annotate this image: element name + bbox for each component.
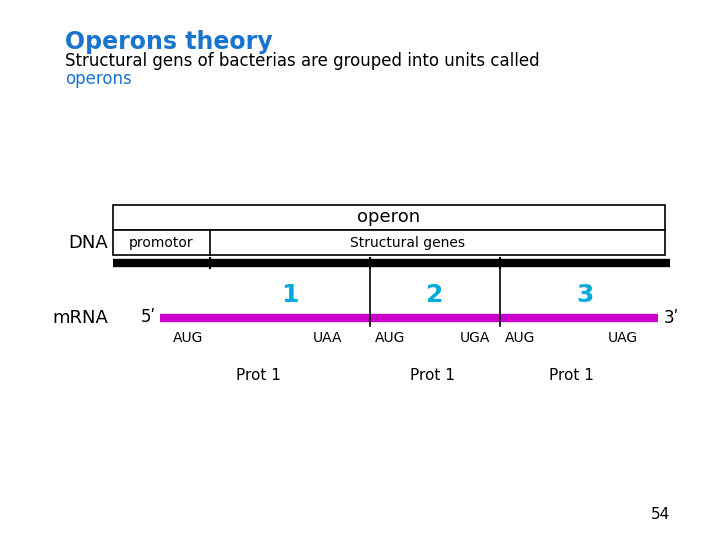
Text: AUG: AUG — [505, 331, 535, 345]
Text: DNA: DNA — [68, 233, 108, 252]
Text: operon: operon — [357, 208, 420, 226]
Bar — [113, 230, 665, 255]
Text: Prot 1: Prot 1 — [235, 368, 280, 383]
Text: 5ʹ: 5ʹ — [141, 308, 156, 326]
Text: Prot 1: Prot 1 — [549, 368, 594, 383]
Text: 1: 1 — [282, 283, 299, 307]
Text: AUG: AUG — [375, 331, 405, 345]
Text: mRNA: mRNA — [52, 309, 108, 327]
Bar — [113, 205, 665, 230]
Text: Structural gens of bacterias are grouped into units called: Structural gens of bacterias are grouped… — [65, 52, 539, 70]
Text: AUG: AUG — [173, 331, 203, 345]
Text: UAA: UAA — [313, 331, 343, 345]
Text: operons: operons — [65, 70, 132, 88]
Text: promotor: promotor — [129, 235, 194, 249]
Text: Structural genes: Structural genes — [350, 235, 465, 249]
Text: Prot 1: Prot 1 — [410, 368, 455, 383]
Text: UAG: UAG — [608, 331, 638, 345]
Text: Operons theory: Operons theory — [65, 30, 273, 54]
Text: 2: 2 — [426, 283, 444, 307]
Text: UGA: UGA — [460, 331, 490, 345]
Text: 54: 54 — [651, 507, 670, 522]
Text: 3: 3 — [576, 283, 594, 307]
Text: 3ʹ: 3ʹ — [664, 309, 679, 327]
